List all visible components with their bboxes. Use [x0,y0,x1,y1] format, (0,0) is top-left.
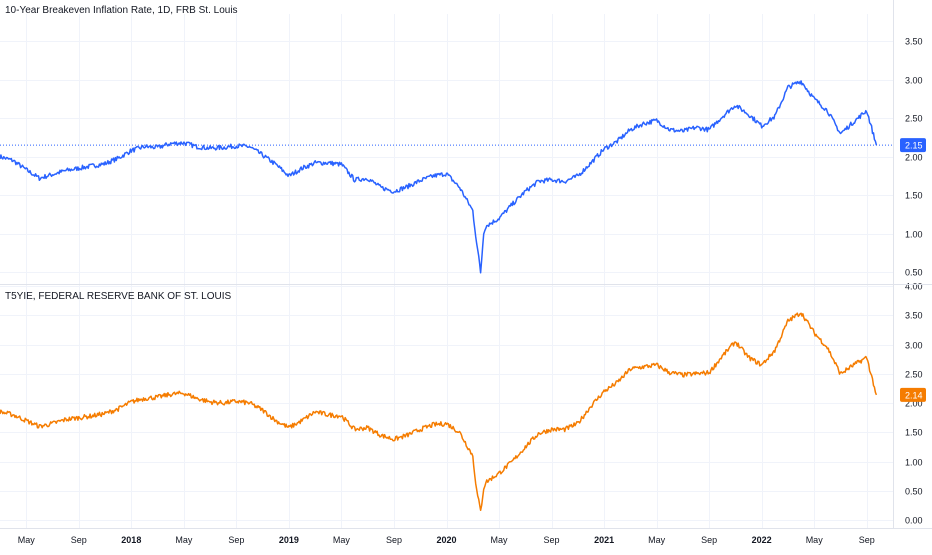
bottom-pane-y-tick-label: 3.00 [905,341,923,351]
bottom-pane-series [0,312,878,512]
bottom-pane-y-tick-label: 3.50 [905,311,923,321]
time-axis-label: Sep [859,535,875,545]
top-pane-y-axis: 3.50 3.00 2.50 2.00 1.50 1.00 0.50 [905,37,923,278]
time-axis-label: May [648,535,666,545]
time-axis-label: Sep [701,535,717,545]
time-axis-label: Sep [386,535,402,545]
bottom-pane-y-tick-label: 2.00 [905,399,923,409]
time-axis-label: 2019 [279,535,299,545]
top-pane-series [0,80,878,274]
top-pane-y-tick-label: 2.00 [905,153,923,163]
bottom-pane-badge-value: 2.14 [905,390,923,400]
bottom-pane-last-value-badge: 2.14 [900,387,926,402]
bottom-pane-series-line [0,312,878,512]
bottom-pane-badge-bg [900,387,926,402]
top-pane-title: 10-Year Breakeven Inflation Rate, 1D, FR… [5,5,238,16]
time-axis-label: 2018 [121,535,141,545]
time-axis-label: Sep [544,535,560,545]
bottom-pane-y-tick-label: 4.00 [905,282,923,292]
bottom-pane-grid [0,282,893,528]
bottom-pane-y-tick-label: 0.50 [905,487,923,497]
top-pane-y-tick-label: 0.50 [905,268,923,278]
time-axis-label: May [175,535,193,545]
time-axis-label: 2022 [752,535,772,545]
time-axis-label: 2020 [436,535,456,545]
time-axis-label: Sep [71,535,87,545]
top-pane-badge-value: 2.15 [905,141,923,151]
top-pane-badge-bg [900,138,926,153]
time-axis[interactable]: May Sep 2018 May Sep 2019 May Sep 2020 May Sep 2021… [18,535,875,545]
bottom-pane-y-tick-label: 1.50 [905,428,923,438]
top-pane-y-tick-label: 3.00 [905,76,923,86]
time-axis-label: May [491,535,509,545]
bottom-pane-y-tick-label: 0.00 [905,516,923,526]
top-pane-series-line [0,80,878,274]
time-axis-label: Sep [228,535,244,545]
time-axis-label: May [18,535,36,545]
time-axis-label: May [333,535,351,545]
top-pane-y-tick-label: 1.00 [905,230,923,240]
bottom-pane-y-axis: 4.00 3.50 3.00 2.50 2.00 1.50 1.00 0.50 0.00 [905,282,923,526]
top-pane-grid [0,14,893,282]
top-pane-y-tick-label: 2.50 [905,114,923,124]
bottom-pane-title: T5YIE, FEDERAL RESERVE BANK OF ST. LOUIS [5,291,232,302]
top-pane-y-tick-label: 1.50 [905,191,923,201]
top-pane-y-tick-label: 3.50 [905,37,923,47]
bottom-pane-y-tick-label: 1.00 [905,458,923,468]
time-axis-label: 2021 [594,535,614,545]
time-axis-label: May [806,535,824,545]
bottom-pane-y-tick-label: 2.50 [905,370,923,380]
top-pane-last-value-badge: 2.15 [900,138,926,153]
